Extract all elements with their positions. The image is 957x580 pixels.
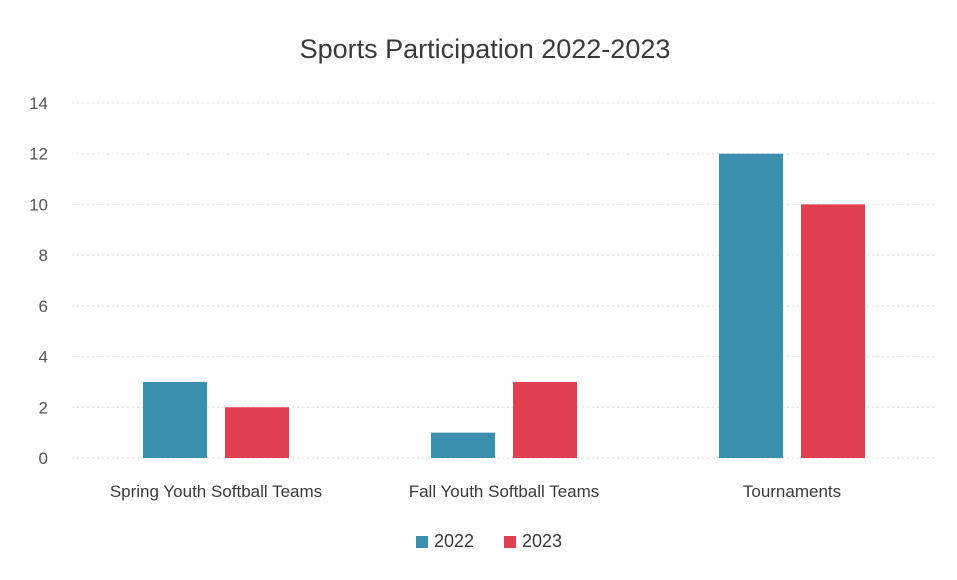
bar-spring-youth-softball-teams-2023 [225, 407, 289, 458]
category-label-0: Spring Youth Softball Teams [110, 482, 322, 501]
legend-swatch-2022 [416, 536, 428, 548]
y-tick-label-10: 10 [29, 195, 48, 214]
category-label-2: Tournaments [743, 482, 841, 501]
category-label-1: Fall Youth Softball Teams [409, 482, 600, 501]
y-tick-label-6: 6 [39, 297, 48, 316]
y-tick-label-2: 2 [39, 398, 48, 417]
legend: 2022 2023 [416, 531, 562, 551]
x-axis-categories: Spring Youth Softball Teams Fall Youth So… [110, 482, 841, 501]
bar-tournaments-2023 [801, 204, 865, 458]
bar-fall-youth-softball-teams-2022 [431, 432, 495, 458]
y-tick-label-4: 4 [39, 348, 48, 367]
y-tick-label-8: 8 [39, 246, 48, 265]
legend-label-2023: 2023 [522, 531, 562, 551]
bars [143, 153, 865, 458]
y-axis-ticks: 0 2 4 6 8 10 12 14 [29, 94, 48, 468]
legend-swatch-2023 [504, 536, 516, 548]
bar-spring-youth-softball-teams-2022 [143, 381, 207, 458]
y-tick-label-0: 0 [39, 449, 48, 468]
chart-title: Sports Participation 2022-2023 [300, 34, 671, 64]
legend-label-2022: 2022 [434, 531, 474, 551]
bar-fall-youth-softball-teams-2023 [513, 381, 577, 458]
y-tick-label-14: 14 [29, 94, 48, 113]
bar-tournaments-2022 [719, 153, 783, 458]
gridlines [72, 102, 936, 459]
y-tick-label-12: 12 [29, 145, 48, 164]
